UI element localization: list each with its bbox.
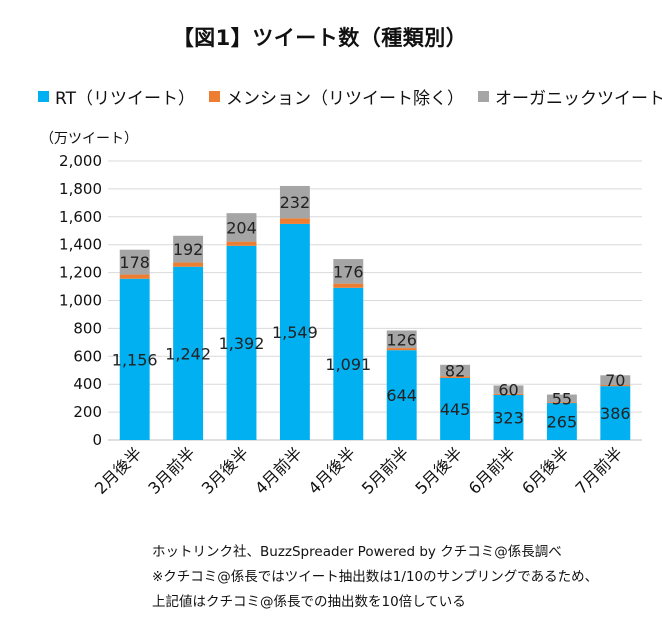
x-tick-label: 5月後半	[411, 443, 466, 498]
y-tick-label: 400	[73, 375, 102, 393]
y-tick-label: 1,800	[59, 180, 102, 198]
y-tick-label: 1,600	[59, 208, 102, 226]
chart-title: 【図1】ツイート数（種類別）	[172, 26, 468, 50]
x-tick-label: 4月後半	[305, 443, 360, 498]
data-label-organic: 60	[498, 381, 518, 400]
bar-segment-organic	[119, 249, 150, 275]
x-tick-label: 6月後半	[518, 443, 573, 498]
bar-segment-mention	[119, 274, 150, 279]
bar-segment-rt	[493, 394, 524, 440]
bar-segment-organic	[279, 185, 310, 219]
data-label-rt: 644	[386, 386, 417, 405]
x-tick-label: 5月前半	[358, 443, 413, 498]
bar-segment-rt	[173, 266, 204, 440]
bar-segment-rt	[386, 350, 417, 440]
x-tick-label: 3月後半	[198, 443, 253, 498]
bar-segment-mention	[279, 218, 310, 224]
bar-segment-organic	[546, 394, 577, 403]
bar-segment-rt	[279, 223, 310, 440]
bar-segment-organic	[386, 330, 417, 349]
bar-segment-rt	[333, 287, 364, 440]
y-axis-unit-label: （万ツイート）	[40, 131, 138, 147]
y-tick-label: 200	[73, 403, 102, 421]
data-label-rt: 1,156	[112, 350, 158, 369]
bar-segment-mention	[386, 348, 417, 351]
bar-segment-organic	[600, 375, 631, 386]
bar-segment-mention	[440, 376, 471, 378]
data-label-rt: 1,549	[272, 323, 318, 342]
bar-segment-organic	[173, 235, 204, 263]
chart-legend: RT（リツイート） メンション（リツイート除く） オーガニックツイート	[38, 84, 662, 109]
legend-label-mention: メンション（リツイート除く）	[225, 89, 464, 109]
legend-swatch-mention	[208, 91, 220, 102]
bar-segment-mention	[173, 262, 204, 267]
data-label-rt: 445	[440, 400, 471, 419]
legend-swatch-organic	[477, 91, 489, 102]
y-tick-label: 1,200	[59, 264, 102, 282]
bar-segment-mention	[226, 241, 257, 246]
bar-segment-organic	[493, 385, 524, 394]
legend-item-mention: メンション（リツイート除く）	[208, 84, 464, 109]
data-label-rt: 1,091	[325, 355, 371, 374]
bar-segment-mention	[333, 283, 364, 288]
legend-label-organic: オーガニックツイート	[494, 89, 662, 109]
data-label-organic: 178	[119, 253, 150, 272]
bar-segment-mention	[546, 402, 577, 404]
data-label-rt: 1,392	[219, 334, 265, 353]
source-line-2: ※クチコミ@係長ではツイート抽出数は1/10のサンプリングであるため、	[152, 569, 599, 585]
bar-segment-rt	[119, 278, 150, 440]
legend-item-organic: オーガニックツイート	[477, 84, 662, 109]
y-tick-label: 1,400	[59, 236, 102, 254]
data-label-rt: 386	[600, 404, 631, 423]
x-tick-label: 7月前半	[572, 443, 627, 498]
x-tick-label: 6月前半	[465, 443, 520, 498]
source-line-3: 上記値はクチコミ@係長での抽出数を10倍している	[152, 594, 466, 610]
y-tick-label: 2,000	[59, 152, 102, 170]
data-label-rt: 1,242	[165, 344, 211, 363]
data-label-organic: 176	[333, 262, 364, 281]
source-note: ホットリンク社、BuzzSpreader Powered by クチコミ@係長調…	[152, 540, 598, 615]
bar-segment-rt	[226, 245, 257, 440]
data-label-organic: 70	[605, 371, 625, 390]
y-tick-label: 800	[73, 319, 102, 337]
data-label-organic: 55	[552, 389, 572, 408]
bar-segment-rt	[440, 377, 471, 440]
bar-segment-organic	[333, 259, 364, 284]
bar-segment-rt	[600, 386, 631, 440]
data-label-organic: 126	[386, 330, 417, 349]
x-tick-label: 2月後半	[91, 443, 146, 498]
bar-segment-organic	[440, 364, 471, 377]
x-tick-label: 4月前半	[251, 443, 306, 498]
bar-segment-organic	[226, 213, 257, 242]
y-tick-label: 0	[92, 431, 102, 449]
data-label-organic: 204	[226, 218, 257, 237]
legend-swatch-rt	[38, 91, 49, 102]
legend-item-rt: RT（リツイート）	[38, 84, 195, 109]
x-tick-label: 3月前半	[144, 443, 199, 498]
source-line-1: ホットリンク社、BuzzSpreader Powered by クチコミ@係長調…	[152, 544, 562, 560]
data-label-rt: 323	[493, 408, 524, 427]
data-label-organic: 232	[280, 193, 311, 212]
data-label-rt: 265	[547, 413, 578, 432]
stacked-bar-chart: 0 200 400 600 800 1,000 1,200 1,400 1,600 1,800 2,…	[59, 152, 642, 498]
y-tick-label: 600	[73, 347, 102, 365]
legend-label-rt: RT（リツイート）	[55, 89, 195, 109]
data-label-organic: 82	[445, 362, 465, 381]
y-tick-label: 1,000	[59, 292, 102, 310]
bar-segment-rt	[546, 403, 577, 440]
data-label-organic: 192	[173, 240, 204, 259]
bar-segment-mention	[600, 385, 631, 387]
bar-segment-mention	[493, 393, 524, 395]
